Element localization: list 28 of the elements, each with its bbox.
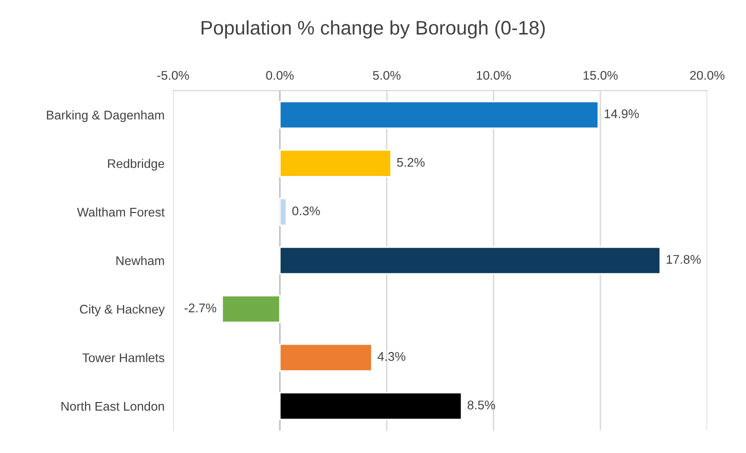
x-tick-label: 0.0% [266, 70, 294, 80]
x-tick-label: 15.0% [584, 70, 618, 80]
y-tick-label: Barking & Dagenham [46, 110, 164, 122]
bar [279, 344, 372, 372]
x-tick-label: 10.0% [476, 70, 511, 80]
data-label: 14.9% [604, 109, 639, 118]
data-label: 17.8% [666, 254, 701, 264]
bar [279, 392, 462, 420]
bar [222, 294, 281, 324]
x-tick-label: -5.0% [157, 70, 189, 80]
data-label: -2.7% [184, 304, 216, 312]
x-tick-label: 20.0% [690, 70, 724, 80]
data-label: 8.5% [468, 400, 496, 410]
x-tick-label: 5.0% [372, 70, 401, 80]
bar [279, 246, 661, 275]
data-label: 5.2% [397, 158, 425, 167]
y-tick-label: Tower Hamlets [82, 353, 164, 362]
data-label: 0.3% [292, 206, 320, 216]
bar [279, 149, 392, 178]
y-tick-label: Newham [116, 256, 164, 266]
y-tick-label: City & Hackney [80, 304, 165, 316]
y-tick-label: Waltham Forest [77, 207, 165, 217]
bar [279, 100, 599, 129]
bar [279, 198, 288, 226]
data-label: 4.3% [378, 352, 406, 361]
y-tick-label: Redbridge [108, 158, 164, 171]
y-tick-label: North East London [62, 402, 164, 411]
chart-title: Population % change by Borough (0-18) [202, 20, 545, 39]
